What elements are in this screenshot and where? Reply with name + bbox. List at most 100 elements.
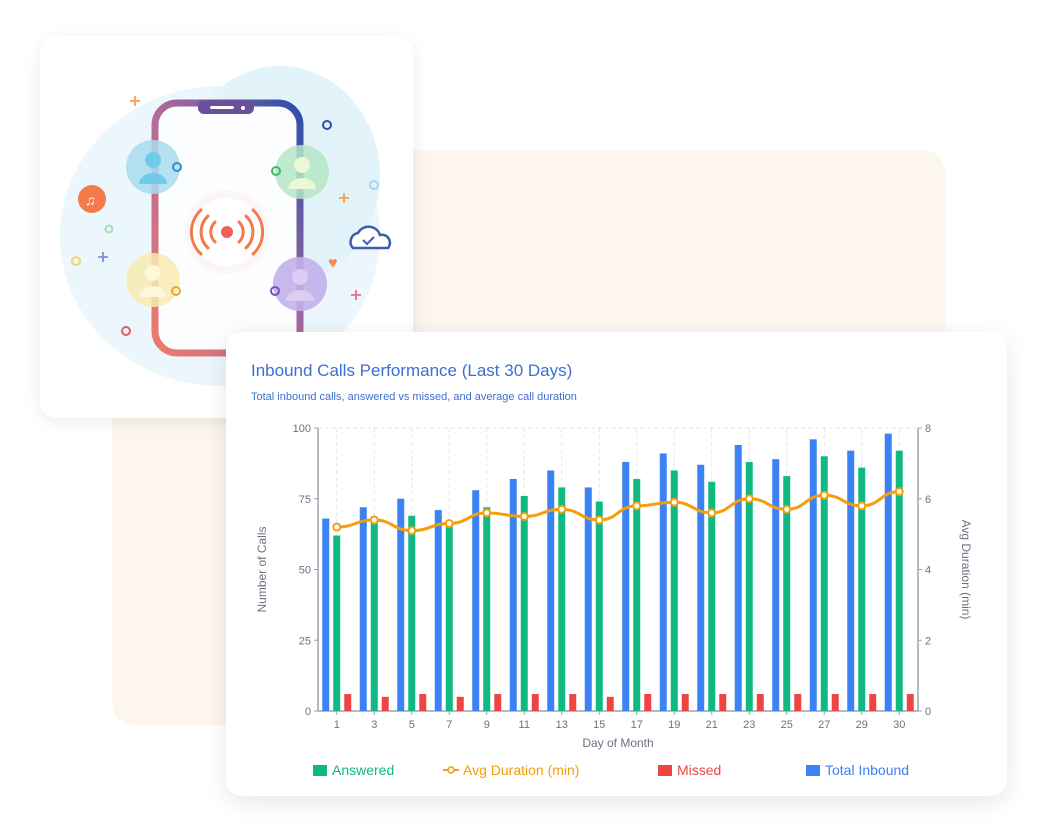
x-tick-label: 13 bbox=[556, 719, 568, 731]
y2-tick-label: 2 bbox=[925, 635, 931, 647]
bar-answered bbox=[783, 476, 791, 711]
chart-legend: Answered Avg Duration (min) Missed Total… bbox=[226, 762, 1007, 784]
y-tick-label: 50 bbox=[299, 565, 311, 577]
legend-avg-duration[interactable]: Avg Duration (min) bbox=[443, 762, 579, 778]
point-avg-duration bbox=[407, 526, 417, 536]
bar-answered bbox=[520, 495, 528, 711]
legend-label: Answered bbox=[332, 762, 395, 778]
bar-missed bbox=[756, 694, 764, 711]
bar-answered bbox=[595, 501, 603, 711]
y-axis-label: Number of Calls bbox=[255, 526, 269, 612]
bar-answered bbox=[670, 470, 678, 711]
heart-icon: ♥ bbox=[328, 255, 338, 272]
bar-answered bbox=[633, 478, 641, 711]
legend-label: Total Inbound bbox=[825, 762, 910, 778]
point-avg-duration bbox=[594, 515, 604, 525]
x-tick-label: 25 bbox=[781, 719, 793, 731]
x-tick-label: 21 bbox=[706, 719, 718, 731]
chart-card: Inbound Calls Performance (Last 30 Days)… bbox=[226, 332, 1007, 796]
bar-missed bbox=[681, 694, 689, 711]
x-tick-label: 27 bbox=[818, 719, 830, 731]
legend-swatch bbox=[658, 764, 672, 776]
bar-total-inbound bbox=[472, 490, 480, 711]
legend-line-marker bbox=[443, 766, 459, 774]
bar-total-inbound bbox=[397, 498, 405, 711]
point-avg-duration bbox=[482, 508, 492, 518]
bar-answered bbox=[745, 461, 753, 711]
y2-tick-label: 0 bbox=[925, 706, 931, 718]
point-avg-duration bbox=[819, 490, 829, 500]
x-tick-label: 19 bbox=[668, 719, 680, 731]
point-avg-duration bbox=[557, 504, 567, 514]
point-avg-duration bbox=[369, 515, 379, 525]
legend-swatch bbox=[806, 764, 820, 776]
bar-missed bbox=[719, 694, 727, 711]
bar-answered bbox=[895, 450, 903, 711]
legend-swatch bbox=[313, 764, 327, 776]
bar-answered bbox=[483, 507, 491, 711]
bar-total-inbound bbox=[659, 453, 667, 711]
music-chat-icon: ♫ bbox=[78, 185, 106, 213]
chart-subtitle: Total inbound calls, answered vs missed,… bbox=[251, 391, 577, 403]
bar-total-inbound bbox=[509, 478, 517, 711]
chart-title: Inbound Calls Performance (Last 30 Days) bbox=[251, 361, 573, 380]
y-tick-label: 0 bbox=[305, 706, 311, 718]
illustration-card: ♫ ♥ bbox=[40, 36, 413, 418]
legend-total-inbound[interactable]: Total Inbound bbox=[806, 762, 909, 778]
bar-missed bbox=[419, 694, 427, 711]
bar-total-inbound bbox=[847, 450, 855, 711]
point-avg-duration bbox=[782, 504, 792, 514]
x-tick-label: 23 bbox=[743, 719, 755, 731]
bar-answered bbox=[333, 535, 341, 711]
point-avg-duration bbox=[669, 497, 679, 507]
bar-answered bbox=[445, 521, 453, 711]
bar-total-inbound bbox=[809, 439, 817, 711]
legend-answered[interactable]: Answered bbox=[313, 762, 394, 778]
bar-missed bbox=[606, 696, 614, 711]
bar-answered bbox=[370, 518, 378, 711]
point-avg-duration bbox=[519, 511, 529, 521]
bar-missed bbox=[869, 694, 877, 711]
point-avg-duration bbox=[632, 501, 642, 511]
bar-missed bbox=[531, 694, 539, 711]
x-tick-label: 15 bbox=[593, 719, 605, 731]
bar-total-inbound bbox=[734, 444, 742, 711]
bar-missed bbox=[456, 696, 464, 711]
bar-missed bbox=[644, 694, 652, 711]
bar-missed bbox=[344, 694, 352, 711]
bar-missed bbox=[569, 694, 577, 711]
x-tick-label: 3 bbox=[371, 719, 377, 731]
call-center-illustration: ♫ ♥ bbox=[60, 66, 392, 386]
point-avg-duration bbox=[707, 508, 717, 518]
bar-answered bbox=[820, 456, 828, 711]
bar-total-inbound bbox=[584, 487, 592, 711]
y2-tick-label: 4 bbox=[925, 565, 931, 577]
bar-total-inbound bbox=[547, 470, 555, 711]
y-tick-label: 25 bbox=[299, 635, 311, 647]
bar-total-inbound bbox=[434, 510, 442, 711]
bar-missed bbox=[794, 694, 802, 711]
y2-tick-label: 8 bbox=[925, 423, 931, 435]
x-tick-label: 30 bbox=[893, 719, 905, 731]
bar-total-inbound bbox=[884, 433, 892, 711]
user-avatar-icon bbox=[126, 140, 329, 311]
bar-answered bbox=[558, 487, 566, 711]
x-tick-label: 11 bbox=[519, 719, 530, 731]
y-tick-label: 75 bbox=[299, 494, 311, 506]
bar-missed bbox=[831, 694, 839, 711]
bar-total-inbound bbox=[359, 507, 367, 711]
x-axis-label: Day of Month bbox=[582, 736, 653, 750]
legend-missed[interactable]: Missed bbox=[658, 762, 721, 778]
point-avg-duration bbox=[744, 494, 754, 504]
x-tick-label: 9 bbox=[484, 719, 490, 731]
x-tick-label: 1 bbox=[334, 719, 340, 731]
bar-missed bbox=[494, 694, 502, 711]
legend-label: Avg Duration (min) bbox=[463, 762, 580, 778]
bar-answered bbox=[708, 481, 716, 711]
bar-total-inbound bbox=[697, 464, 705, 711]
point-avg-duration bbox=[857, 501, 867, 511]
bar-total-inbound bbox=[622, 461, 630, 711]
point-avg-duration bbox=[894, 487, 904, 497]
line-avg-duration bbox=[336, 490, 900, 533]
